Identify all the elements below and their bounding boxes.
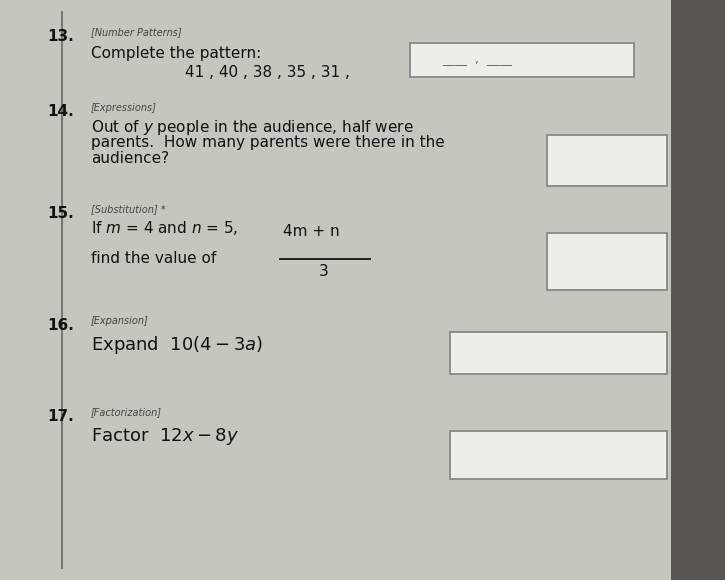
Text: Factor  $12x - 8y$: Factor $12x - 8y$ [91, 426, 239, 447]
FancyBboxPatch shape [547, 233, 667, 290]
Text: [Expressions]: [Expressions] [91, 103, 157, 113]
Text: Complete the pattern:: Complete the pattern: [91, 46, 261, 61]
Text: 13.: 13. [47, 29, 74, 44]
FancyBboxPatch shape [671, 0, 725, 580]
Text: 17.: 17. [47, 409, 74, 424]
Text: Expand  $10(4-3a)$: Expand $10(4-3a)$ [91, 334, 262, 356]
FancyBboxPatch shape [450, 332, 667, 374]
Text: audience?: audience? [91, 151, 169, 166]
FancyBboxPatch shape [410, 43, 634, 77]
Text: 3: 3 [319, 264, 328, 279]
Text: 4m + n: 4m + n [283, 224, 339, 239]
Text: ____  ,  ____: ____ , ____ [442, 52, 513, 64]
Text: parents.  How many parents were there in the: parents. How many parents were there in … [91, 135, 444, 150]
Text: 14.: 14. [47, 104, 74, 119]
FancyBboxPatch shape [450, 431, 667, 478]
Text: Out of $y$ people in the audience, half were: Out of $y$ people in the audience, half … [91, 118, 413, 137]
Text: 15.: 15. [47, 206, 74, 221]
Text: [Number Patterns]: [Number Patterns] [91, 27, 181, 37]
Text: [Substitution] *: [Substitution] * [91, 204, 165, 214]
Text: If $m$ = 4 and $n$ = 5,: If $m$ = 4 and $n$ = 5, [91, 219, 238, 237]
FancyBboxPatch shape [547, 135, 667, 186]
Text: [Factorization]: [Factorization] [91, 407, 162, 417]
Text: [Expansion]: [Expansion] [91, 316, 149, 326]
Text: 16.: 16. [47, 318, 74, 333]
Text: find the value of: find the value of [91, 251, 216, 266]
Text: 41 , 40 , 38 , 35 , 31 ,: 41 , 40 , 38 , 35 , 31 , [185, 65, 349, 80]
